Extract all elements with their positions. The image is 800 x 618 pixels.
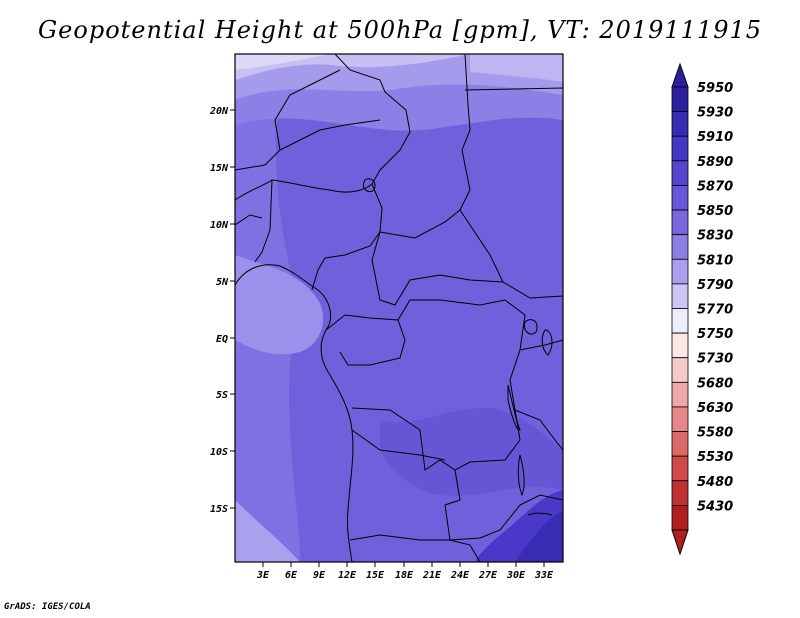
grads-credit: GrADS: IGES/COLA bbox=[4, 602, 91, 612]
lon-tick-label: 15E bbox=[366, 570, 385, 581]
colorbar-level-label: 5870 bbox=[697, 179, 733, 194]
colorbar-level-label: 5830 bbox=[697, 229, 733, 244]
lon-tick-label: 9E bbox=[313, 570, 326, 581]
colorbar-level-label: 5580 bbox=[697, 426, 733, 441]
lat-axis: 20N 15N 10N 5N EQ 5S 10S 15S bbox=[209, 106, 235, 515]
colorbar-boxes bbox=[671, 86, 689, 531]
colorbar-box bbox=[671, 160, 689, 186]
country-boundaries bbox=[235, 54, 563, 562]
lon-tick-label: 33E bbox=[534, 570, 554, 581]
colorbar-box bbox=[671, 234, 689, 260]
colorbar-box bbox=[671, 504, 689, 531]
colorbar-box bbox=[671, 283, 689, 309]
colorbar-level-label: 5480 bbox=[697, 475, 733, 490]
lon-tick-label: 27E bbox=[478, 570, 498, 581]
colorbar-level-label: 5430 bbox=[697, 499, 733, 514]
lon-tick-label: 12E bbox=[338, 570, 357, 581]
colorbar-box bbox=[671, 381, 689, 408]
colorbar-level-label: 5790 bbox=[697, 278, 733, 293]
colorbar: 5950 5930 5910 5890 5870 5850 5830 5810 5790 5770… bbox=[671, 62, 733, 556]
lon-tick-label: 21E bbox=[422, 570, 442, 581]
height-field bbox=[235, 54, 563, 562]
colorbar-level-label: 5630 bbox=[697, 401, 733, 416]
colorbar-level-label: 5930 bbox=[697, 106, 733, 121]
lon-tick-label: 3E bbox=[256, 570, 270, 581]
colorbar-level-label: 5810 bbox=[697, 253, 733, 268]
colorbar-box bbox=[671, 480, 689, 506]
colorbar-box bbox=[671, 308, 689, 334]
colorbar-level-label: 5730 bbox=[697, 352, 733, 367]
colorbar-box bbox=[671, 406, 689, 432]
lat-tick-label: 10S bbox=[210, 447, 228, 458]
lakes bbox=[362, 178, 553, 516]
lat-tick-label: 5S bbox=[216, 390, 228, 401]
colorbar-box bbox=[671, 111, 689, 137]
colorbar-level-label: 5910 bbox=[697, 130, 733, 145]
colorbar-level-label: 5950 bbox=[697, 81, 733, 96]
lat-tick-label: 15S bbox=[210, 504, 228, 515]
colorbar-level-label: 5890 bbox=[697, 155, 733, 170]
colorbar-box bbox=[671, 431, 689, 457]
colorbar-box bbox=[671, 86, 689, 113]
colorbar-box bbox=[671, 185, 689, 211]
lat-tick-label: 10N bbox=[210, 220, 229, 231]
colorbar-labels: 5950 5930 5910 5890 5870 5850 5830 5810 5790 5770… bbox=[697, 81, 733, 514]
colorbar-level-label: 5680 bbox=[697, 376, 733, 391]
colorbar-bottom-arrow bbox=[671, 529, 689, 556]
colorbar-box bbox=[671, 332, 689, 359]
colorbar-box bbox=[671, 258, 689, 285]
colorbar-level-label: 5770 bbox=[697, 303, 733, 318]
page-title: Geopotential Height at 500hPa [gpm], VT:… bbox=[38, 16, 762, 44]
lon-tick-label: 24E bbox=[450, 570, 470, 581]
lon-tick-label: 6E bbox=[285, 570, 298, 581]
lat-tick-label: 20N bbox=[209, 106, 229, 117]
colorbar-top-arrow bbox=[671, 62, 689, 88]
colorbar-box bbox=[671, 357, 689, 383]
colorbar-box bbox=[671, 209, 689, 236]
colorbar-level-label: 5750 bbox=[697, 327, 733, 342]
colorbar-level-label: 5530 bbox=[697, 450, 733, 465]
lon-axis: 3E 6E 9E 12E 15E 18E 21E 24E 27E 30E 33E bbox=[256, 562, 554, 581]
map-frame bbox=[234, 53, 564, 563]
lat-tick-label: 5N bbox=[216, 277, 229, 288]
lon-tick-label: 18E bbox=[395, 570, 414, 581]
colorbar-box bbox=[671, 135, 689, 162]
colorbar-box bbox=[671, 455, 689, 482]
lat-tick-label: EQ bbox=[216, 334, 228, 345]
lon-tick-label: 30E bbox=[506, 570, 526, 581]
lat-tick-label: 15N bbox=[210, 163, 229, 174]
colorbar-level-label: 5850 bbox=[697, 204, 733, 219]
